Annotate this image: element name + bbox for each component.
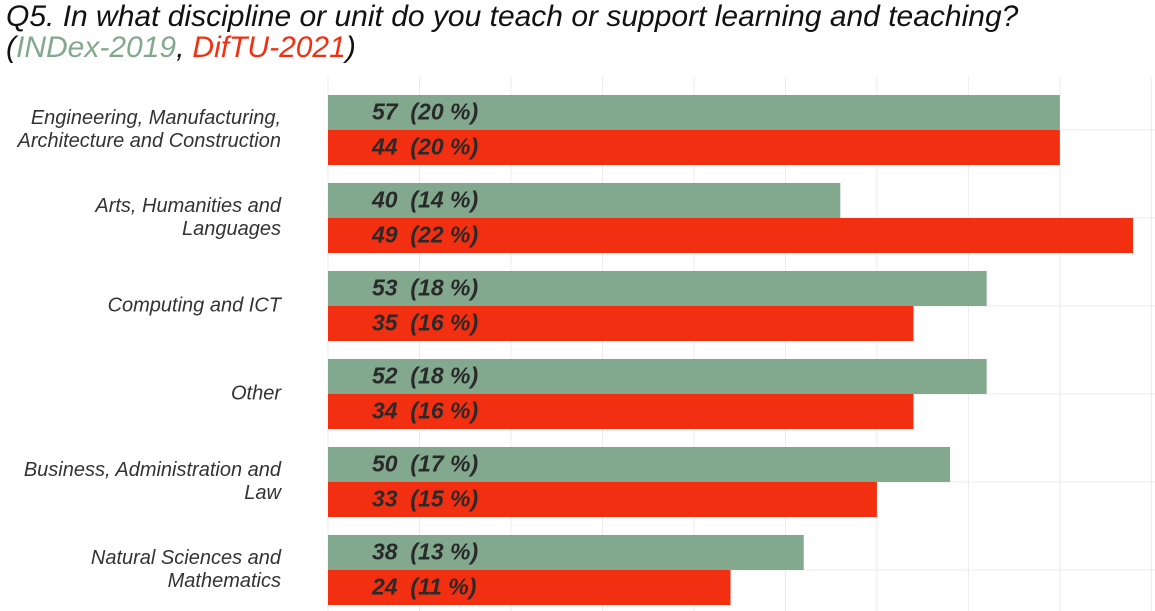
bar [328,535,804,570]
bar [328,359,987,394]
bar [328,394,914,429]
value-label: 35 (16 %) [372,310,478,336]
bar [328,447,951,482]
y-tick-label: Natural Sciences and Mathematics [90,547,281,592]
legend-entry: INDex-2019 [16,31,176,64]
y-tick-label: Engineering, Manufacturing, Architecture… [17,107,281,152]
chart-title: Q5. In what discipline or unit do you te… [6,0,1019,33]
y-tick-label: Other [230,382,281,405]
value-label: 34 (16 %) [372,398,478,424]
bar [328,482,877,517]
value-label: 44 (20 %) [371,134,478,160]
legend-punct: ( [6,31,19,64]
bar [328,95,1060,130]
bar [328,271,987,306]
y-tick-label: Business, Administration and Law [23,459,281,504]
value-label: 57 (20 %) [372,99,478,125]
bar [328,130,1060,165]
bar [328,570,731,605]
y-tick-label: Arts, Humanities and Languages [95,195,281,240]
bar [328,218,1134,253]
value-label: 40 (14 %) [371,187,478,213]
bar [328,183,841,218]
bar [328,306,914,341]
legend-entry: DifTU-2021 [192,31,345,64]
value-label: 49 (22 %) [371,222,478,248]
legend-punct: , [176,31,184,64]
value-label: 24 (11 %) [371,574,476,600]
value-label: 38 (13 %) [372,539,478,565]
value-label: 53 (18 %) [372,275,478,301]
y-tick-label: Computing and ICT [107,294,281,317]
value-label: 33 (15 %) [372,486,478,512]
value-label: 52 (18 %) [372,363,478,389]
value-label: 50 (17 %) [372,451,478,477]
legend: (INDex-2019, DifTU-2021) [6,31,356,64]
legend-punct: ) [343,31,356,64]
